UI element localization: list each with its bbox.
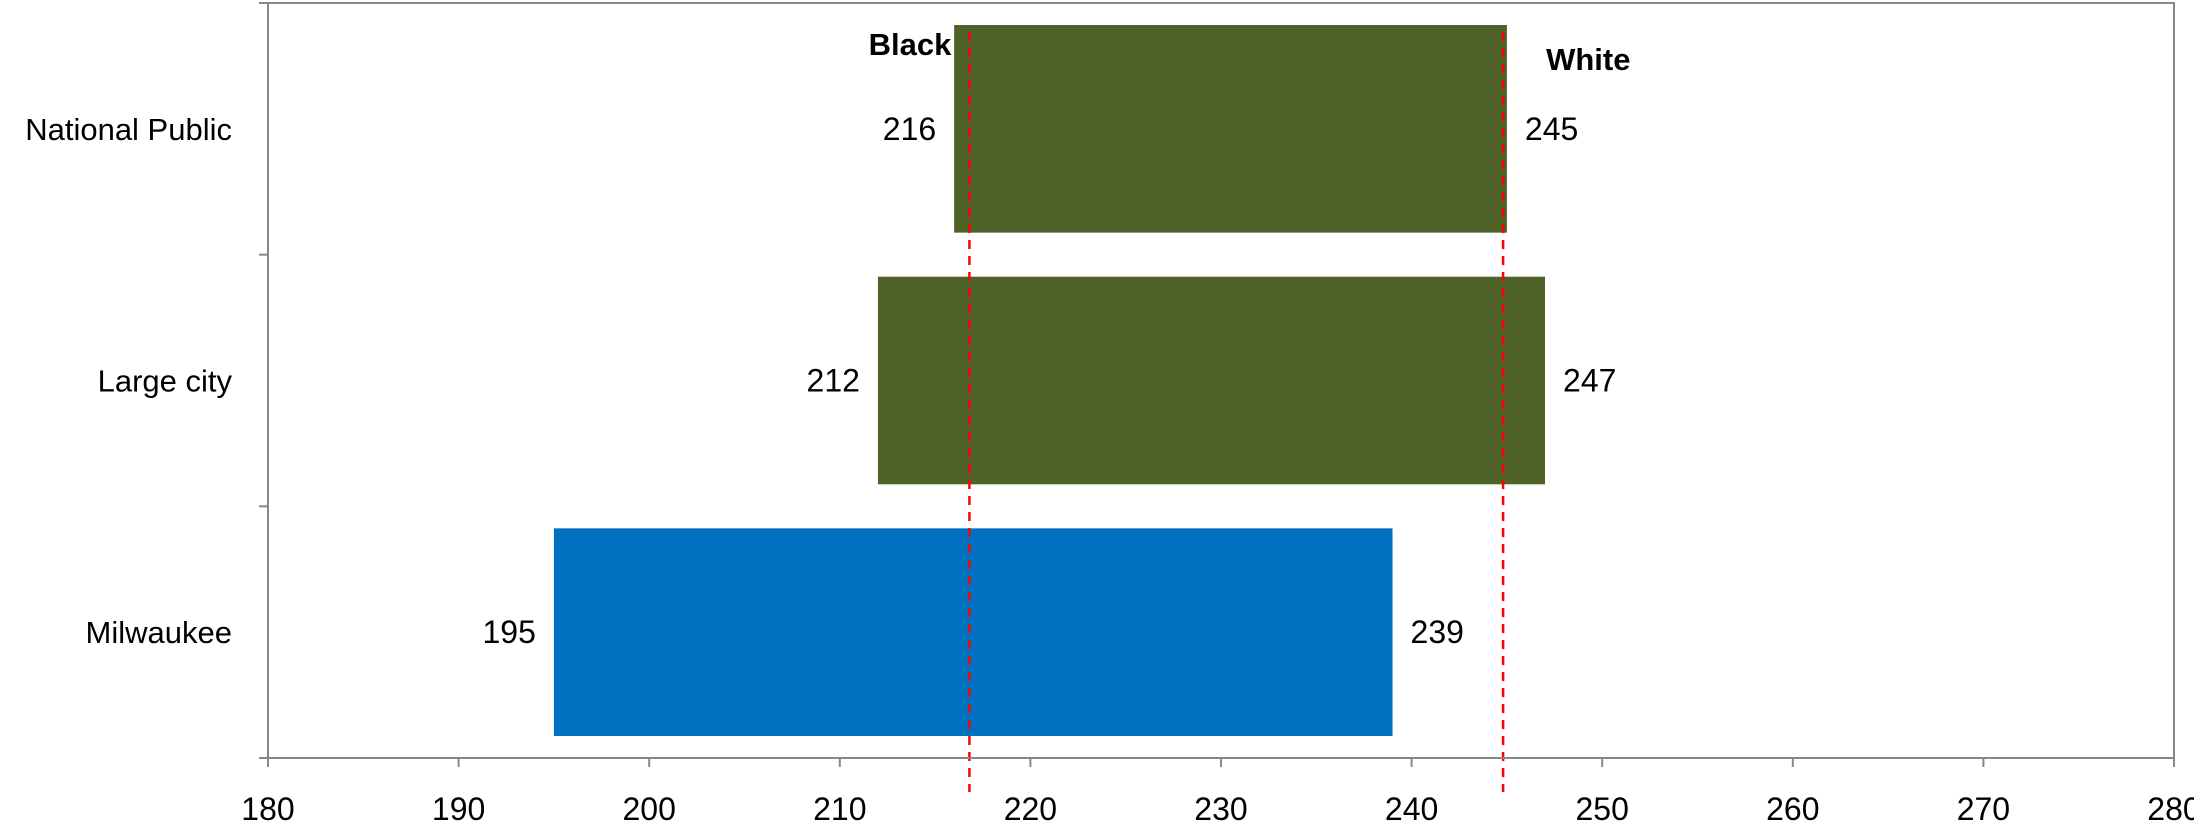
x-tick-label: 240 [1385,791,1438,827]
x-tick-label: 270 [1957,791,2010,827]
reference-label-white: White [1546,42,1630,77]
bar-group [553,25,1546,736]
low-value-label: 212 [807,363,860,399]
x-tick-label: 220 [1004,791,1057,827]
category-label: Large city [98,364,233,399]
range-bar [553,528,1393,736]
high-value-label: 247 [1563,363,1616,399]
axis-group: 180 190 200 210 220 230 240 250 260 270 280 [241,2,2194,827]
range-bar [877,276,1546,485]
category-label: Milwaukee [86,615,232,650]
range-bar [954,25,1507,233]
label-group: National Public 216 245 Large city 212 247 Mil… [25,27,1630,650]
reference-label-black: Black [869,27,952,62]
x-tick-label: 230 [1194,791,1247,827]
x-tick-label: 180 [241,791,294,827]
category-label: National Public [25,112,232,147]
low-value-label: 216 [883,111,936,147]
x-tick-label: 280 [2147,791,2194,827]
x-tick-label: 250 [1576,791,1629,827]
low-value-label: 195 [483,614,536,650]
x-tick-label: 260 [1766,791,1819,827]
x-tick-label: 210 [813,791,866,827]
x-tick-label: 190 [432,791,485,827]
x-tick-label: 200 [623,791,676,827]
high-value-label: 245 [1525,111,1578,147]
high-value-label: 239 [1411,614,1464,650]
